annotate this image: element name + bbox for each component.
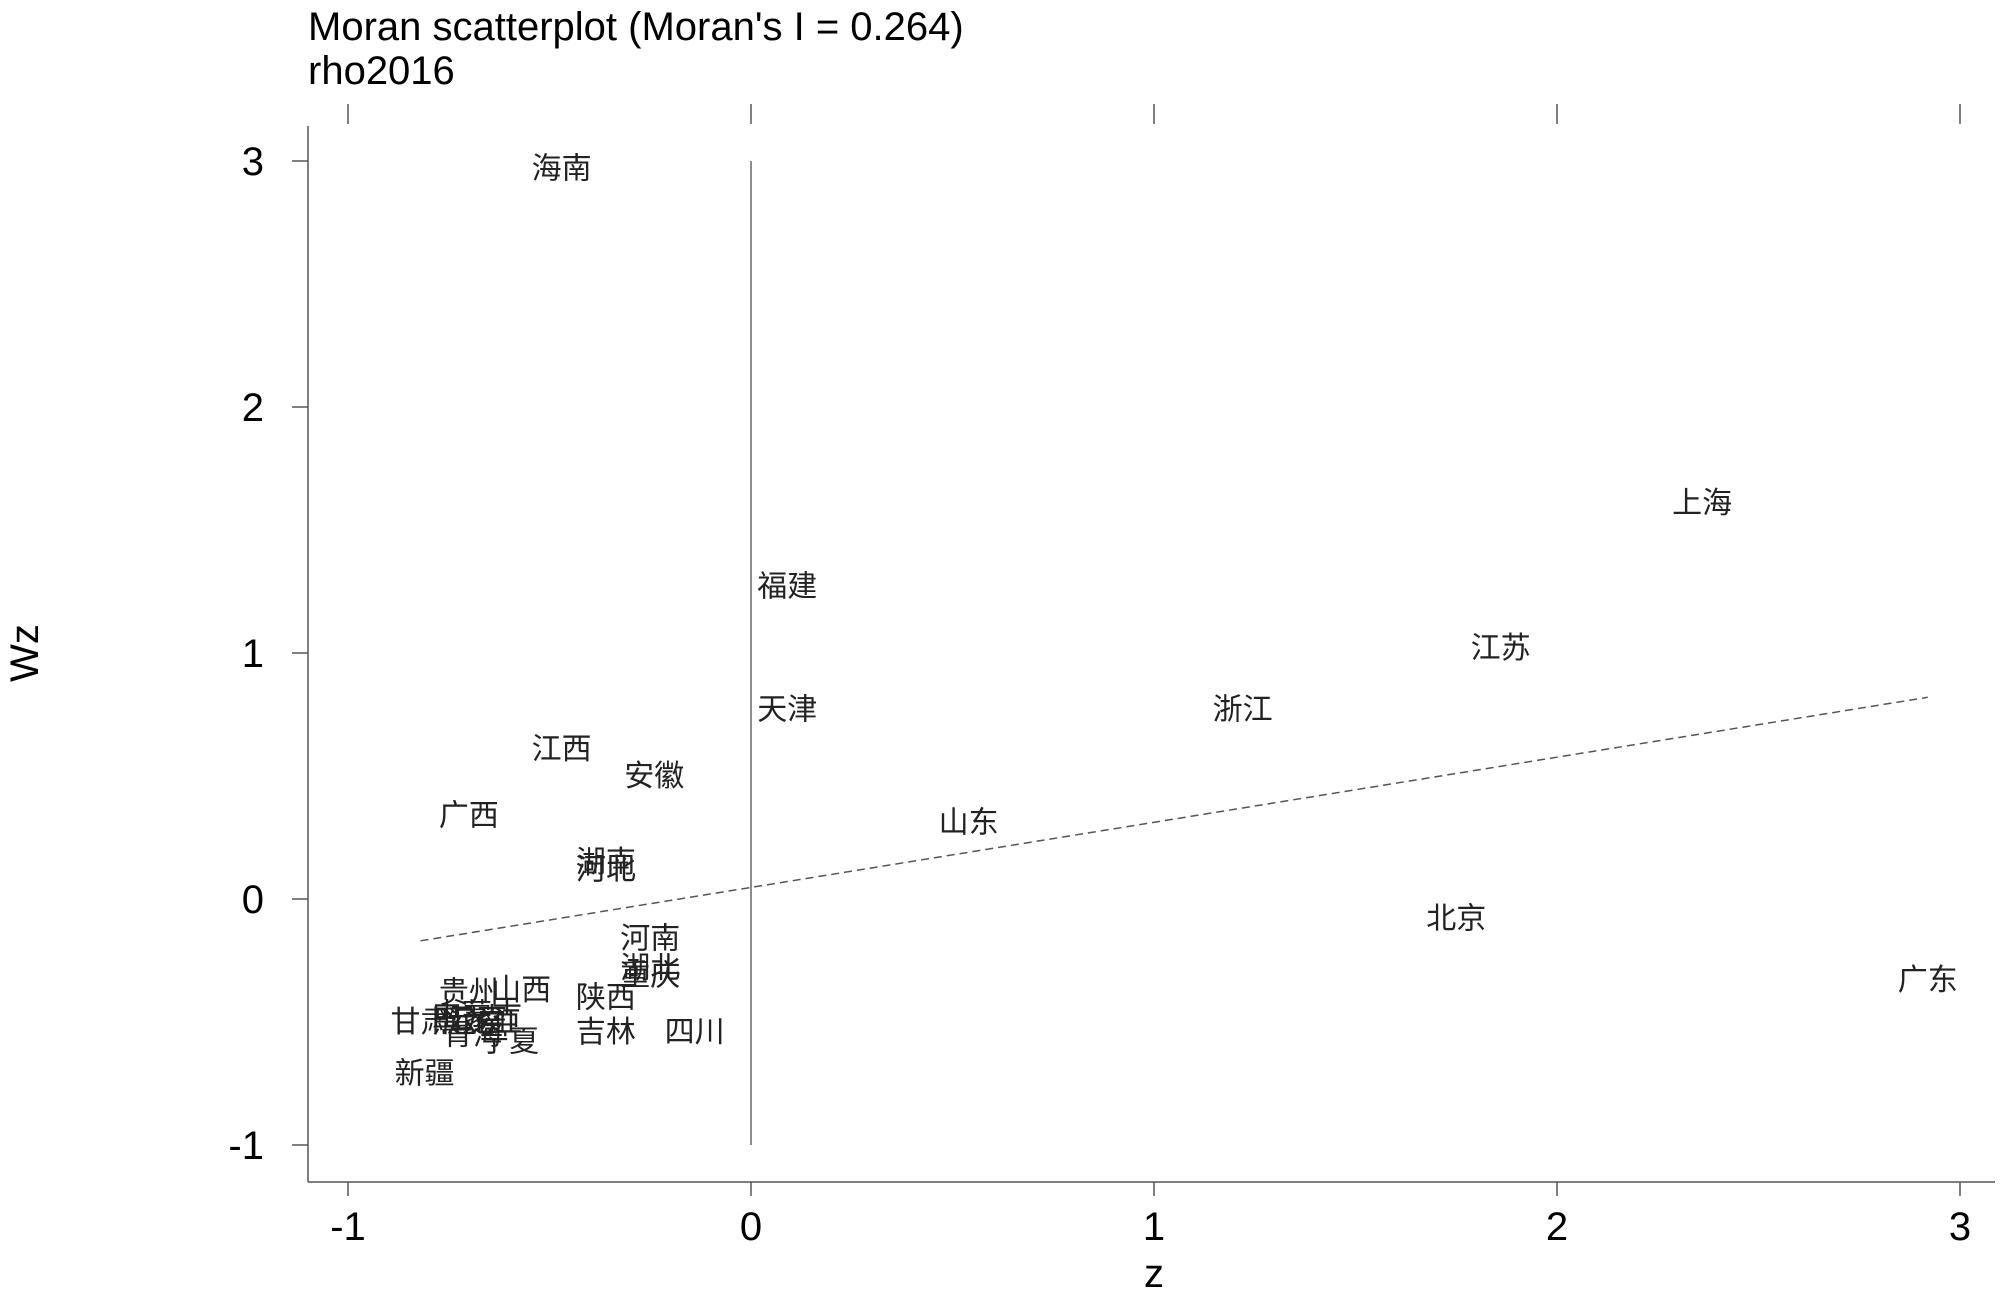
y-tick-label: -1 xyxy=(228,1124,264,1168)
point-label: 浙江 xyxy=(1213,693,1273,728)
x-axis-title: z xyxy=(1144,1252,1164,1296)
y-axis-ticks: -1 0 1 2 3 xyxy=(228,140,308,1168)
point-label: 湖南 xyxy=(576,845,636,880)
chart-subtitle: rho2016 xyxy=(308,49,455,93)
regression-fit-line xyxy=(420,696,1928,942)
point-label: 上海 xyxy=(1672,486,1732,521)
y-tick-label: 0 xyxy=(242,878,264,922)
point-label: 北京 xyxy=(1426,902,1486,937)
chart-title: Moran scatterplot (Moran's I = 0.264) xyxy=(308,5,964,49)
point-label: 广西 xyxy=(439,798,499,833)
x-axis-ticks: -1 0 1 2 3 xyxy=(330,104,1971,1249)
x-tick-label: 1 xyxy=(1143,1205,1165,1249)
point-label: 山西 xyxy=(491,973,551,1008)
point-label: 海南 xyxy=(532,151,592,186)
point-label: 贵州 xyxy=(439,975,499,1010)
axes xyxy=(307,126,1995,1183)
point-label: 广东 xyxy=(1898,963,1958,998)
x-tick-label: 2 xyxy=(1546,1205,1568,1249)
x-tick-label: -1 xyxy=(330,1205,366,1249)
point-label: 天津 xyxy=(757,693,817,728)
y-axis-title: Wz xyxy=(3,624,47,682)
point-label: 内蒙古 xyxy=(432,998,522,1033)
point-label: 重庆 xyxy=(620,958,680,993)
point-label: 江苏 xyxy=(1471,631,1531,666)
point-label: 山东 xyxy=(939,806,999,841)
point-label: 新疆 xyxy=(395,1057,455,1092)
point-label: 黑龙江 xyxy=(432,1005,522,1040)
point-label: 湖北 xyxy=(620,951,680,986)
point-label: 四川 xyxy=(665,1015,725,1050)
point-label: 河南 xyxy=(620,921,680,956)
point-label: 吉林 xyxy=(576,1015,636,1050)
point-label: 福建 xyxy=(757,570,817,605)
point-label: 青海 xyxy=(443,1017,503,1052)
y-tick-label: 1 xyxy=(242,632,264,676)
point-label: 云南 xyxy=(447,1003,507,1038)
x-tick-label: 3 xyxy=(1949,1205,1971,1249)
point-label: 河北 xyxy=(576,852,636,887)
x-tick-label: 0 xyxy=(740,1205,762,1249)
y-tick-label: 3 xyxy=(242,140,264,184)
point-label: 陕西 xyxy=(576,980,636,1015)
point-label: 江西 xyxy=(532,732,592,767)
point-label: 甘肃 xyxy=(391,1005,451,1040)
point-label: 辽宁 xyxy=(447,1005,507,1040)
point-label: 安徽 xyxy=(624,759,684,794)
y-tick-label: 2 xyxy=(242,386,264,430)
point-label: 宁夏 xyxy=(479,1025,539,1060)
